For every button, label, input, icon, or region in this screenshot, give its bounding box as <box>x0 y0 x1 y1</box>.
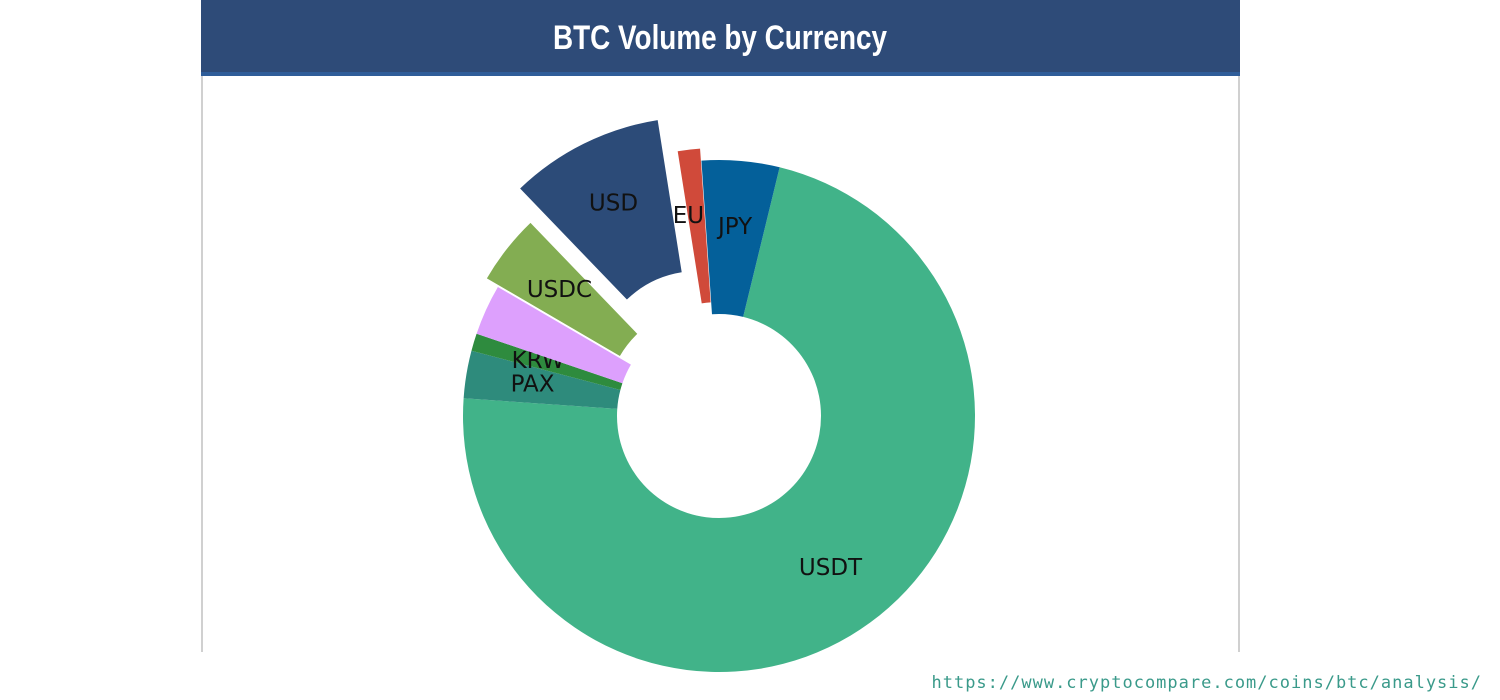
slice <box>462 167 975 672</box>
slice <box>520 120 682 300</box>
slice <box>701 160 780 317</box>
slice-label: USDT <box>799 555 863 581</box>
slice <box>677 148 711 304</box>
header-rule <box>201 72 1240 76</box>
slice-label: PAX <box>511 372 555 398</box>
slice-label: USD <box>589 190 638 216</box>
slice <box>486 222 638 356</box>
slice <box>463 350 621 409</box>
slice <box>471 333 623 390</box>
header <box>201 0 1240 72</box>
source-url: https://www.cryptocompare.com/coins/btc/… <box>931 673 1482 693</box>
slice-label: USDC <box>527 277 592 303</box>
slice-label: JPY <box>716 214 753 240</box>
chart-title: BTC Volume by Currency <box>553 18 888 56</box>
slice <box>476 286 631 384</box>
